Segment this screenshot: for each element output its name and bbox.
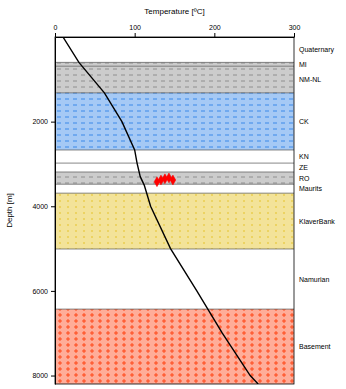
layer-boundary [55,62,294,63]
layer-label: Basement [299,343,331,350]
layer [55,249,294,309]
layer-boundary [55,249,294,250]
layer-boundary [55,66,294,67]
tick: 8000 [32,372,55,379]
layer [55,37,294,62]
layer-label: Quaternary [299,46,335,54]
y-axis: 2000 4000 6000 8000 [32,38,55,385]
tick-mark [51,206,55,207]
tick-mark [214,33,215,37]
tick-mark [51,122,55,123]
temperature-line [63,37,258,384]
layer-label: RO [299,175,310,182]
layer [55,93,294,150]
layer-boundary [55,149,294,150]
tick: 200 [209,24,221,37]
tick-label: 4000 [32,203,48,210]
tick-label: 200 [209,24,221,31]
tick: 100 [129,24,141,37]
tick-mark [55,33,56,37]
chart: 0 100 200 300 2000 4000 6000 8000 Temperature [º… [0,0,346,389]
tick-mark [51,291,55,292]
tick-mark [51,376,55,377]
measurement [170,175,176,185]
tick-label: 8000 [32,372,48,379]
tick-label: 6000 [32,288,48,295]
tick-label: 2000 [32,118,48,125]
tick-label: 100 [129,24,141,31]
layer-label: KlaverBank [299,218,335,225]
layer-label: MI [299,61,307,68]
y-axis-title: Depth [m] [5,193,14,228]
axis-line [55,38,56,385]
layer [55,309,294,384]
layer-boundary [55,37,294,38]
layer-label: NM-NL [299,76,321,83]
layer-label: ZE [299,164,308,171]
tick: 4000 [32,203,55,210]
layer [55,66,294,93]
layer [55,172,294,184]
plot-frame [55,37,294,384]
layer-boundary [55,184,294,185]
layer [55,184,294,193]
layer [55,62,294,66]
axis-line [56,37,295,38]
layer [55,163,294,172]
tick-label: 0 [54,24,58,31]
tick: 300 [289,24,301,37]
layer-boundary [55,193,294,194]
tick-mark [135,33,136,37]
layer-boundary [55,171,294,172]
layer [55,150,294,163]
tick: 6000 [32,288,55,295]
layer-boundary [55,163,294,164]
plot-area [55,37,294,384]
tick-label: 300 [289,24,301,31]
layer-label: KN [299,153,309,160]
layer [55,193,294,249]
layer-boundary [55,92,294,93]
layer-label: Maurits [299,185,322,192]
layer-label: CK [299,118,309,125]
title: Temperature [ºC] [144,7,204,16]
layer-label: Namurian [299,276,329,283]
layer-boundary [55,309,294,310]
x-axis: 0 100 200 300 [54,24,301,38]
tick: 2000 [32,118,55,125]
tick-mark [294,33,295,37]
tick: 0 [54,24,58,37]
